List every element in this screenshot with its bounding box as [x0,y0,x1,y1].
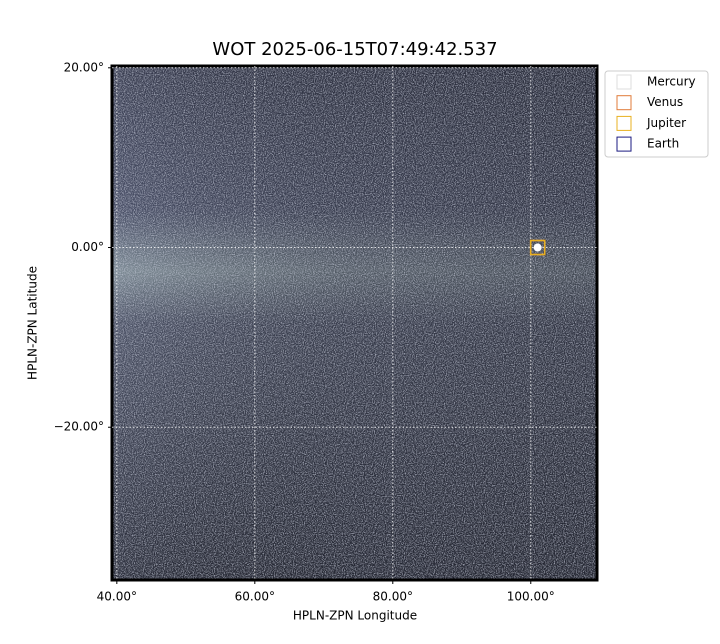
y-axis-label: HPLN-ZPN Latitude [26,266,40,380]
legend-label: Jupiter [646,116,686,130]
legend-marker [616,95,632,111]
y-tick-label: −20.00° [54,420,104,434]
legend [604,70,709,158]
legend-label: Earth [647,137,679,151]
x-tick-label: 80.00° [373,590,413,604]
legend-marker [616,115,632,131]
legend-label: Mercury [647,75,696,89]
planet-marker [529,239,546,256]
x-tick-label: 100.00° [507,590,555,604]
x-tick-label: 60.00° [235,590,275,604]
x-axis-label: HPLN-ZPN Longitude [293,609,417,623]
image [110,64,599,582]
y-tick-label: 20.00° [64,60,104,74]
chart-title: WOT 2025-06-15T07:49:42.537 [212,39,497,60]
legend-marker [616,136,632,152]
y-tick-label: 0.00° [71,240,104,254]
legend-label: Venus [647,95,683,109]
legend-marker [616,74,632,90]
x-tick-label: 40.00° [97,590,137,604]
planet-glow [533,243,542,252]
